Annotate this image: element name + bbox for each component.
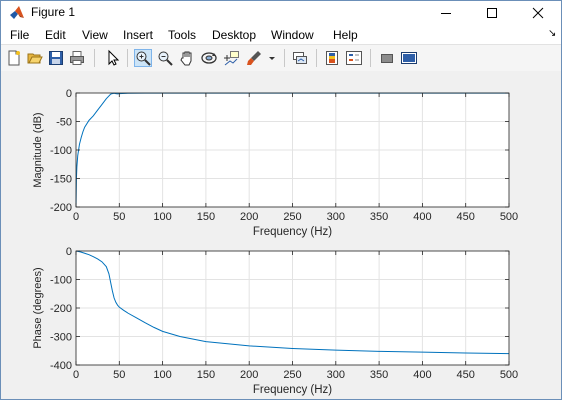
pan-button[interactable] [178, 49, 196, 67]
zoom-in-button[interactable] [134, 49, 152, 67]
edit-plot-arrow-icon [108, 49, 120, 66]
rotate-3d-button[interactable] [200, 49, 218, 67]
chevron-down-icon [269, 57, 275, 60]
save-button[interactable] [47, 49, 65, 67]
minimize-icon [441, 13, 451, 14]
figure-toolbar [1, 44, 561, 72]
close-icon [532, 7, 544, 19]
save-icon [49, 51, 63, 65]
x-tick-label: 400 [413, 211, 431, 223]
x-tick-label: 500 [500, 211, 518, 223]
insert-legend-button[interactable] [345, 49, 363, 67]
x-tick-label: 50 [113, 369, 125, 381]
maximize-button[interactable] [469, 1, 515, 25]
menu-window[interactable]: Window [271, 28, 314, 42]
x-tick-label: 100 [153, 211, 171, 223]
menu-view[interactable]: View [82, 28, 108, 42]
menu-desktop[interactable]: Desktop [212, 28, 257, 42]
insert-colorbar-icon [326, 51, 338, 65]
insert-colorbar-button[interactable] [323, 49, 341, 67]
x-tick-label: 200 [240, 369, 258, 381]
toolbar-separator [284, 49, 285, 67]
print-icon [70, 51, 84, 65]
new-figure-button[interactable] [5, 49, 23, 67]
figure-plots[interactable]: 0 50 100 150 200 250 300 350 400 450 500-200-150-1… [1, 71, 561, 399]
series-line-2-1 [75, 250, 510, 355]
x-tick-label: 450 [457, 211, 475, 223]
y-tick-label: 0 [66, 246, 72, 258]
y-tick-label: -200 [50, 202, 72, 214]
y-tick-label: -100 [50, 275, 72, 287]
y-tick-label: -50 [56, 117, 72, 129]
zoom-in-icon [136, 51, 151, 66]
data-cursor-icon [224, 51, 239, 66]
x-tick-label: 50 [113, 211, 125, 223]
brush-button[interactable] [245, 49, 263, 67]
y-axis-label: Phase (degrees) [32, 267, 44, 348]
open-file-button[interactable] [26, 49, 44, 67]
x-tick-label: 150 [197, 369, 215, 381]
toolbar-separator [94, 49, 95, 67]
window-title: Figure 1 [31, 5, 76, 19]
link-plot-button[interactable] [291, 49, 309, 67]
x-tick-label: 400 [413, 369, 431, 381]
menu-bar: File Edit View Insert Tools Desktop Wind… [1, 25, 561, 44]
menu-file[interactable]: File [10, 28, 30, 42]
show-plot-tools-icon [401, 52, 417, 64]
toolbar-separator [370, 49, 371, 67]
pan-hand-icon [180, 51, 192, 66]
y-tick-label: -300 [50, 332, 72, 344]
x-tick-label: 0 [73, 369, 79, 381]
y-tick-label: 0 [66, 88, 72, 100]
insert-legend-icon [346, 51, 362, 65]
x-tick-label: 100 [153, 369, 171, 381]
toolbar-separator [316, 49, 317, 67]
x-tick-label: 250 [283, 369, 301, 381]
show-plot-tools-button[interactable] [400, 49, 418, 67]
x-tick-label: 0 [73, 211, 79, 223]
y-axis-label: Magnitude (dB) [32, 112, 44, 187]
menu-insert[interactable]: Insert [123, 28, 154, 42]
link-plot-icon [293, 52, 307, 64]
x-tick-label: 300 [327, 369, 345, 381]
hide-plot-tools-icon [381, 54, 393, 63]
new-figure-icon [8, 50, 20, 66]
edit-plot-button[interactable] [104, 49, 122, 67]
x-tick-label: 450 [457, 369, 475, 381]
maximize-icon [487, 8, 497, 18]
y-tick-label: -400 [50, 360, 72, 372]
print-button[interactable] [68, 49, 86, 67]
brush-icon [247, 51, 261, 65]
brush-dropdown[interactable] [265, 49, 279, 67]
x-tick-label: 200 [240, 211, 258, 223]
zoom-out-button[interactable] [156, 49, 174, 67]
menu-overflow-arrow[interactable]: ↘ [548, 28, 557, 39]
y-tick-label: -200 [50, 303, 72, 315]
toolbar-separator [127, 49, 128, 67]
open-file-icon [27, 53, 43, 64]
menu-tools[interactable]: Tools [168, 28, 197, 42]
x-tick-label: 350 [370, 211, 388, 223]
x-tick-label: 250 [283, 211, 301, 223]
x-axis-label: Frequency (Hz) [253, 226, 332, 238]
rotate-3d-icon [201, 52, 217, 64]
hide-plot-tools-button[interactable] [378, 49, 396, 67]
x-tick-label: 300 [327, 211, 345, 223]
figure-canvas[interactable]: 0 50 100 150 200 250 300 350 400 450 500 -200 -150 -1… [1, 71, 561, 399]
title-bar[interactable]: Figure 1 [1, 1, 561, 25]
zoom-out-icon [158, 51, 173, 66]
x-axis-label: Frequency (Hz) [253, 384, 332, 396]
x-tick-label: 150 [197, 211, 215, 223]
data-cursor-button[interactable] [222, 49, 240, 67]
y-tick-label: -150 [50, 174, 72, 186]
menu-help[interactable]: Help [333, 28, 358, 42]
y-tick-label: -100 [50, 145, 72, 157]
x-tick-label: 350 [370, 369, 388, 381]
x-tick-label: 500 [500, 369, 518, 381]
menu-edit[interactable]: Edit [45, 28, 66, 42]
close-button[interactable] [515, 1, 561, 25]
matlab-logo-icon [9, 5, 25, 21]
minimize-button[interactable] [423, 1, 469, 25]
